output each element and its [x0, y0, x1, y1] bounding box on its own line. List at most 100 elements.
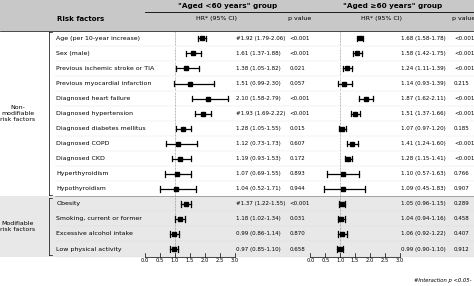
Text: 0.289: 0.289 — [454, 201, 470, 206]
Text: Diagnosed CKD: Diagnosed CKD — [56, 156, 105, 161]
Text: #1.92 (1.79-2.06): #1.92 (1.79-2.06) — [236, 36, 285, 41]
Text: 0.944: 0.944 — [289, 186, 305, 191]
Text: <0.001: <0.001 — [454, 66, 474, 71]
Bar — [0, 46, 474, 61]
Text: 0.0: 0.0 — [140, 258, 149, 263]
Text: 1.04 (0.52-1.71): 1.04 (0.52-1.71) — [236, 186, 280, 191]
Text: Low physical activity: Low physical activity — [56, 247, 122, 251]
Bar — [0, 106, 474, 121]
Bar — [0, 76, 474, 91]
Text: Obesity: Obesity — [56, 201, 81, 206]
Bar — [0, 61, 474, 76]
Bar — [0, 166, 474, 181]
Text: <0.001: <0.001 — [454, 156, 474, 161]
Bar — [0, 91, 474, 106]
Text: 1.61 (1.37-1.88): 1.61 (1.37-1.88) — [236, 51, 280, 56]
Text: 1.07 (0.69-1.55): 1.07 (0.69-1.55) — [236, 171, 280, 176]
Text: 3.0: 3.0 — [395, 258, 404, 263]
Text: 1.06 (0.92-1.22): 1.06 (0.92-1.22) — [401, 231, 445, 237]
Text: 0.907: 0.907 — [454, 186, 470, 191]
Text: 0.99 (0.90-1.10): 0.99 (0.90-1.10) — [401, 247, 445, 251]
Text: 1.28 (1.05-1.55): 1.28 (1.05-1.55) — [236, 126, 280, 131]
Text: 1.07 (0.97-1.20): 1.07 (0.97-1.20) — [401, 126, 445, 131]
Text: #1.37 (1.22-1.55): #1.37 (1.22-1.55) — [236, 201, 285, 206]
Text: 1.14 (0.93-1.39): 1.14 (0.93-1.39) — [401, 81, 445, 86]
Text: 2.0: 2.0 — [365, 258, 374, 263]
Text: 0.458: 0.458 — [454, 217, 470, 221]
Text: "Aged ≥60 years" group: "Aged ≥60 years" group — [343, 3, 442, 9]
Text: Previous myocardial infarction: Previous myocardial infarction — [56, 81, 152, 86]
Bar — [0, 151, 474, 166]
Text: Previous ischemic stroke or TIA: Previous ischemic stroke or TIA — [56, 66, 155, 71]
Text: Diagnosed heart failure: Diagnosed heart failure — [56, 96, 131, 101]
Text: #1.93 (1.69-2.22): #1.93 (1.69-2.22) — [236, 111, 285, 116]
Text: p value: p value — [452, 16, 474, 21]
Text: 2.5: 2.5 — [215, 258, 224, 263]
Bar — [0, 136, 474, 151]
Text: Smoking, current or former: Smoking, current or former — [56, 217, 142, 221]
Bar — [0, 31, 474, 46]
Text: 0.5: 0.5 — [155, 258, 164, 263]
Text: 1.51 (0.99-2.30): 1.51 (0.99-2.30) — [236, 81, 280, 86]
Text: <0.001: <0.001 — [454, 96, 474, 101]
Text: HR* (95% CI): HR* (95% CI) — [361, 16, 402, 21]
Text: Modifiable
risk factors: Modifiable risk factors — [0, 221, 36, 232]
Text: 3.0: 3.0 — [230, 258, 239, 263]
Text: 0.97 (0.85-1.10): 0.97 (0.85-1.10) — [236, 247, 280, 251]
Text: 0.5: 0.5 — [321, 258, 329, 263]
Text: Risk factors: Risk factors — [57, 16, 104, 22]
Text: 1.28 (1.15-1.41): 1.28 (1.15-1.41) — [401, 156, 445, 161]
Bar — [0, 121, 474, 136]
Text: 0.607: 0.607 — [289, 141, 305, 146]
Text: Hyperthyroidism: Hyperthyroidism — [56, 171, 109, 176]
Bar — [0, 211, 474, 227]
Text: 0.031: 0.031 — [289, 217, 305, 221]
Text: 0.912: 0.912 — [454, 247, 470, 251]
Text: #Interaction p <0.05-: #Interaction p <0.05- — [414, 278, 472, 283]
Text: 1.68 (1.58-1.78): 1.68 (1.58-1.78) — [401, 36, 445, 41]
Text: <0.001: <0.001 — [289, 111, 310, 116]
Text: <0.001: <0.001 — [289, 96, 310, 101]
Text: 1.09 (0.45-1.83): 1.09 (0.45-1.83) — [401, 186, 445, 191]
Text: 0.658: 0.658 — [289, 247, 305, 251]
Text: 2.5: 2.5 — [381, 258, 389, 263]
Text: 0.99 (0.86-1.14): 0.99 (0.86-1.14) — [236, 231, 280, 237]
Text: 1.0: 1.0 — [170, 258, 179, 263]
Text: Diagnosed diabetes mellitus: Diagnosed diabetes mellitus — [56, 126, 146, 131]
Text: 1.24 (1.11-1.39): 1.24 (1.11-1.39) — [401, 66, 445, 71]
Text: 0.766: 0.766 — [454, 171, 470, 176]
Bar — [0, 227, 474, 241]
Text: 0.893: 0.893 — [289, 171, 305, 176]
Text: 0.021: 0.021 — [289, 66, 305, 71]
Text: 1.04 (0.94-1.16): 1.04 (0.94-1.16) — [401, 217, 445, 221]
Text: 1.87 (1.62-2.11): 1.87 (1.62-2.11) — [401, 96, 445, 101]
Text: <0.001: <0.001 — [289, 201, 310, 206]
Text: <0.001: <0.001 — [289, 51, 310, 56]
Text: 1.41 (1.24-1.60): 1.41 (1.24-1.60) — [401, 141, 445, 146]
Text: 0.185: 0.185 — [454, 126, 470, 131]
Text: 0.172: 0.172 — [289, 156, 305, 161]
Text: Non-
modifiable
risk factors: Non- modifiable risk factors — [0, 105, 36, 122]
Text: 1.38 (1.05-1.82): 1.38 (1.05-1.82) — [236, 66, 280, 71]
Text: Excessive alcohol intake: Excessive alcohol intake — [56, 231, 133, 237]
Text: 1.5: 1.5 — [351, 258, 359, 263]
Text: 1.58 (1.42-1.75): 1.58 (1.42-1.75) — [401, 51, 445, 56]
Text: HR* (95% CI): HR* (95% CI) — [196, 16, 237, 21]
Text: Age (per 10-year increase): Age (per 10-year increase) — [56, 36, 140, 41]
Text: 1.51 (1.37-1.66): 1.51 (1.37-1.66) — [401, 111, 445, 116]
Text: 0.215: 0.215 — [454, 81, 470, 86]
Text: <0.001: <0.001 — [289, 36, 310, 41]
Text: <0.001: <0.001 — [454, 36, 474, 41]
Bar — [0, 0, 474, 31]
Text: 1.18 (1.02-1.34): 1.18 (1.02-1.34) — [236, 217, 280, 221]
Text: 0.870: 0.870 — [289, 231, 305, 237]
Text: 1.19 (0.93-1.53): 1.19 (0.93-1.53) — [236, 156, 280, 161]
Text: 1.5: 1.5 — [185, 258, 194, 263]
Text: p value: p value — [288, 16, 311, 21]
Text: 2.0: 2.0 — [201, 258, 209, 263]
Text: 1.10 (0.57-1.63): 1.10 (0.57-1.63) — [401, 171, 445, 176]
Text: 0.0: 0.0 — [306, 258, 315, 263]
Text: 1.0: 1.0 — [336, 258, 345, 263]
Text: 1.05 (0.96-1.15): 1.05 (0.96-1.15) — [401, 201, 445, 206]
Text: Diagnosed COPD: Diagnosed COPD — [56, 141, 110, 146]
